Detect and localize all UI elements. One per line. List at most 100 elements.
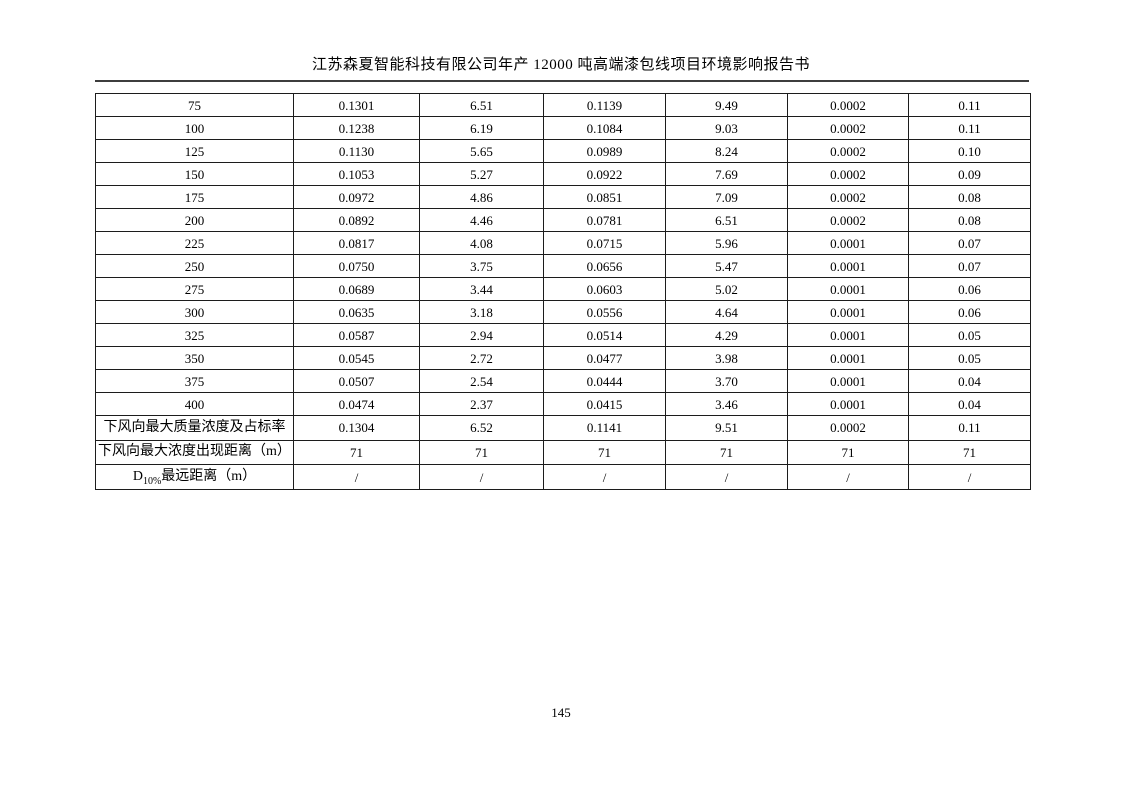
table-cell: 3.46 xyxy=(665,392,788,416)
table-cell: 0.0001 xyxy=(787,254,909,278)
table-cell: 3.18 xyxy=(419,300,544,324)
table-cell: 6.19 xyxy=(419,116,544,140)
row-header-cell: 225 xyxy=(95,231,294,255)
header-rule xyxy=(95,80,1029,82)
table-cell: 0.0477 xyxy=(543,346,666,370)
table-cell: 0.0002 xyxy=(787,139,909,163)
table-row: 225 0.0817 4.08 0.0715 5.96 0.0001 0.07 xyxy=(95,231,1031,255)
table-cell: 3.75 xyxy=(419,254,544,278)
table-row: 275 0.0689 3.44 0.0603 5.02 0.0001 0.06 xyxy=(95,277,1031,301)
table-cell: 0.0989 xyxy=(543,139,666,163)
table-cell: 0.0603 xyxy=(543,277,666,301)
table-cell: / xyxy=(293,464,420,490)
table-cell: 4.46 xyxy=(419,208,544,232)
table-cell: 0.0001 xyxy=(787,392,909,416)
table-cell: 0.0635 xyxy=(293,300,420,324)
table-cell: 2.37 xyxy=(419,392,544,416)
table-cell: 0.0415 xyxy=(543,392,666,416)
table-row: 150 0.1053 5.27 0.0922 7.69 0.0002 0.09 xyxy=(95,162,1031,186)
table-cell: 0.0002 xyxy=(787,162,909,186)
table-cell: 4.08 xyxy=(419,231,544,255)
row-header-cell: 300 xyxy=(95,300,294,324)
table-cell: 0.0972 xyxy=(293,185,420,209)
table-cell: 0.0002 xyxy=(787,93,909,117)
table-body: 75 0.1301 6.51 0.1139 9.49 0.0002 0.11 100 0.123… xyxy=(95,93,1031,490)
table-cell: 0.0474 xyxy=(293,392,420,416)
table-cell: 7.69 xyxy=(665,162,788,186)
table-cell: / xyxy=(787,464,909,490)
table-row: 125 0.1130 5.65 0.0989 8.24 0.0002 0.10 xyxy=(95,139,1031,163)
table-cell: 71 xyxy=(787,439,909,466)
table-cell: / xyxy=(419,464,544,490)
table-row: 100 0.1238 6.19 0.1084 9.03 0.0002 0.11 xyxy=(95,116,1031,140)
table-cell: / xyxy=(908,464,1031,490)
table-cell: 0.09 xyxy=(908,162,1031,186)
table-row: 250 0.0750 3.75 0.0656 5.47 0.0001 0.07 xyxy=(95,254,1031,278)
table-cell: 0.0507 xyxy=(293,369,420,393)
table-cell: 6.51 xyxy=(419,93,544,117)
table-cell: 0.06 xyxy=(908,277,1031,301)
table-row: 300 0.0635 3.18 0.0556 4.64 0.0001 0.06 xyxy=(95,300,1031,324)
table-cell: 0.1141 xyxy=(543,415,666,441)
table-cell: 5.96 xyxy=(665,231,788,255)
row-header-cell: 400 xyxy=(95,392,294,416)
table-cell: 0.0444 xyxy=(543,369,666,393)
table-cell: 9.03 xyxy=(665,116,788,140)
table-cell: 71 xyxy=(293,439,420,466)
table-cell: 9.51 xyxy=(665,415,788,441)
table-cell: 0.0002 xyxy=(787,185,909,209)
table-cell: 3.44 xyxy=(419,277,544,301)
table-cell: 0.0556 xyxy=(543,300,666,324)
table-cell: 0.0922 xyxy=(543,162,666,186)
table-cell: 0.1238 xyxy=(293,116,420,140)
table-cell: 2.94 xyxy=(419,323,544,347)
table-cell: 0.0715 xyxy=(543,231,666,255)
table-cell: 0.0001 xyxy=(787,231,909,255)
table-cell: 0.0001 xyxy=(787,277,909,301)
table-cell: 9.49 xyxy=(665,93,788,117)
table-cell: 0.1053 xyxy=(293,162,420,186)
table-cell: 0.04 xyxy=(908,369,1031,393)
header-title: 江苏森夏智能科技有限公司年产 12000 吨高端漆包线项目环境影响报告书 xyxy=(311,57,810,73)
table-row: 下风向最大质量浓度及占标率 0.1304 6.52 0.1141 9.51 0.0002 0… xyxy=(95,415,1031,441)
table-cell: 0.0781 xyxy=(543,208,666,232)
table-cell: 0.0002 xyxy=(787,116,909,140)
table-cell: 5.65 xyxy=(419,139,544,163)
table-cell: 6.51 xyxy=(665,208,788,232)
table-row: 400 0.0474 2.37 0.0415 3.46 0.0001 0.04 xyxy=(95,392,1031,416)
table-cell: 0.11 xyxy=(908,415,1031,441)
table-cell: 4.29 xyxy=(665,323,788,347)
table-cell: 71 xyxy=(908,439,1031,466)
table-row: D10%最远距离（m） / / / / / / xyxy=(95,464,1031,490)
table-cell: 0.0002 xyxy=(787,208,909,232)
row-header-cell: 150 xyxy=(95,162,294,186)
table-cell: 0.0545 xyxy=(293,346,420,370)
data-table: 75 0.1301 6.51 0.1139 9.49 0.0002 0.11 100 0.123… xyxy=(95,93,1031,490)
table-cell: 0.05 xyxy=(908,323,1031,347)
row-header-cell: 350 xyxy=(95,346,294,370)
table-cell: 0.0851 xyxy=(543,185,666,209)
row-header-cell: 275 xyxy=(95,277,294,301)
table-cell: 2.54 xyxy=(419,369,544,393)
table-cell: / xyxy=(665,464,788,490)
table-cell: 0.0656 xyxy=(543,254,666,278)
table-cell: 0.08 xyxy=(908,208,1031,232)
table-cell: 71 xyxy=(665,439,788,466)
table-cell: 2.72 xyxy=(419,346,544,370)
table-cell: 0.0689 xyxy=(293,277,420,301)
table-cell: 0.0587 xyxy=(293,323,420,347)
table-cell: 0.0892 xyxy=(293,208,420,232)
row-header-cell: 75 xyxy=(95,93,294,117)
table-cell: 0.1130 xyxy=(293,139,420,163)
row-header-cell: 125 xyxy=(95,139,294,163)
table-cell: / xyxy=(543,464,666,490)
table-cell: 71 xyxy=(419,439,544,466)
row-header-cell: 下风向最大质量浓度及占标率 xyxy=(95,415,294,441)
table-cell: 8.24 xyxy=(665,139,788,163)
row-header-cell: 下风向最大浓度出现距离（m） xyxy=(95,439,294,466)
table-cell: 0.07 xyxy=(908,231,1031,255)
table-cell: 0.05 xyxy=(908,346,1031,370)
table-cell: 0.1139 xyxy=(543,93,666,117)
table-cell: 7.09 xyxy=(665,185,788,209)
table-row: 350 0.0545 2.72 0.0477 3.98 0.0001 0.05 xyxy=(95,346,1031,370)
